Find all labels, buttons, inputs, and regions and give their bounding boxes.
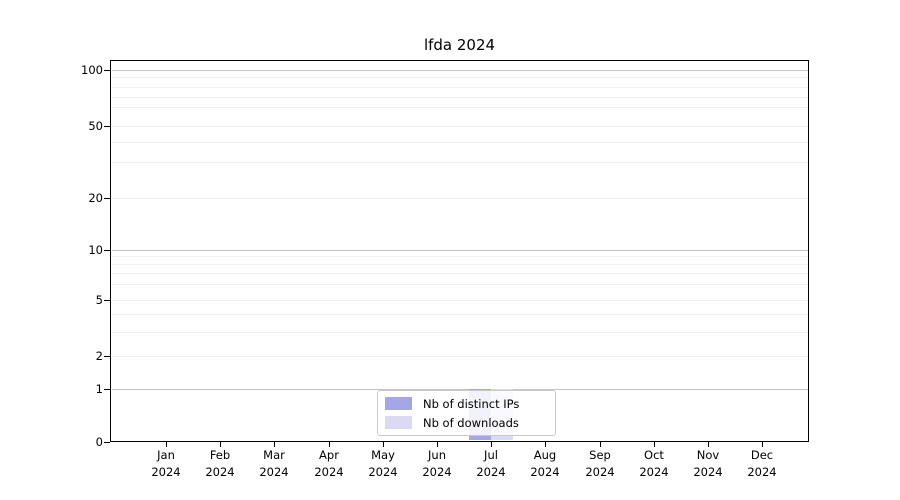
x-tick-label: Jun 2024: [409, 447, 465, 481]
x-tick-label: Feb 2024: [192, 447, 248, 481]
y-axis-tick: [104, 198, 110, 199]
legend-label: Nb of downloads: [423, 415, 519, 430]
minor-gridline: [111, 198, 808, 199]
x-tick-label-line: 2024: [314, 465, 344, 479]
x-tick-label-line: 2024: [747, 465, 777, 479]
legend: Nb of distinct IPs Nb of downloads: [377, 390, 556, 436]
y-axis-tick: [104, 70, 110, 71]
legend-swatch: [385, 416, 412, 429]
x-tick-label: Aug 2024: [517, 447, 573, 481]
minor-gridline: [111, 300, 808, 301]
x-tick-label-line: Aug: [533, 448, 557, 462]
x-axis-tick: [437, 442, 438, 447]
x-axis-tick: [220, 442, 221, 447]
major-gridline: [111, 389, 808, 390]
x-tick-label: Sep 2024: [572, 447, 628, 481]
x-axis-tick: [545, 442, 546, 447]
x-axis-tick: [708, 442, 709, 447]
minor-gridline: [111, 77, 808, 78]
minor-gridline: [111, 107, 808, 108]
legend-entry: Nb of distinct IPs: [385, 397, 548, 411]
major-gridline: [111, 70, 808, 71]
x-axis-tick: [166, 442, 167, 447]
legend-swatch: [385, 397, 412, 410]
y-tick-label: 50: [88, 119, 103, 133]
minor-gridline: [111, 284, 808, 285]
x-axis-tick: [762, 442, 763, 447]
x-tick-label-line: Jan: [157, 448, 175, 462]
y-axis-tick: [104, 250, 110, 251]
x-tick-label: Apr 2024: [301, 447, 357, 481]
x-tick-label-line: 2024: [530, 465, 560, 479]
minor-gridline: [111, 87, 808, 88]
x-tick-label-line: 2024: [639, 465, 669, 479]
y-tick-label: 10: [88, 243, 103, 257]
minor-gridline: [111, 142, 808, 143]
x-tick-label: Oct 2024: [626, 447, 682, 481]
x-axis-tick: [491, 442, 492, 447]
minor-gridline: [111, 273, 808, 274]
x-axis-tick: [274, 442, 275, 447]
minor-gridline: [111, 314, 808, 315]
minor-gridline: [111, 126, 808, 127]
minor-gridline: [111, 162, 808, 163]
y-tick-label: 0: [95, 435, 103, 449]
x-tick-label-line: Jun: [428, 448, 446, 462]
y-axis-tick: [104, 442, 110, 443]
legend-entry: Nb of downloads: [385, 416, 548, 430]
x-tick-label-line: Dec: [750, 448, 774, 462]
x-axis-tick: [600, 442, 601, 447]
x-axis-tick: [383, 442, 384, 447]
x-tick-label-line: Jul: [484, 448, 498, 462]
y-tick-label: 5: [95, 293, 103, 307]
x-tick-label-line: 2024: [585, 465, 615, 479]
x-tick-label: Jan 2024: [138, 447, 194, 481]
x-tick-label: Nov 2024: [680, 447, 736, 481]
legend-label: Nb of distinct IPs: [423, 396, 520, 411]
x-tick-label-line: 2024: [476, 465, 506, 479]
x-axis-tick: [654, 442, 655, 447]
x-axis-tick: [329, 442, 330, 447]
x-tick-label-line: May: [371, 448, 395, 462]
x-tick-label-line: Oct: [644, 448, 664, 462]
x-tick-label: Dec 2024: [734, 447, 790, 481]
x-tick-label-line: 2024: [151, 465, 181, 479]
major-gridline: [111, 250, 808, 251]
x-tick-label: May 2024: [355, 447, 411, 481]
y-axis-tick: [104, 356, 110, 357]
chart-title: lfda 2024: [423, 36, 496, 54]
x-tick-label-line: Nov: [696, 448, 720, 462]
y-tick-label: 1: [95, 382, 103, 396]
y-tick-label: 100: [81, 63, 103, 77]
x-tick-label-line: 2024: [205, 465, 235, 479]
y-axis-tick: [104, 300, 110, 301]
plot-area: [110, 60, 809, 442]
x-tick-label: Mar 2024: [246, 447, 302, 481]
minor-gridline: [111, 264, 808, 265]
x-tick-label: Jul 2024: [463, 447, 519, 481]
x-tick-label-line: 2024: [693, 465, 723, 479]
x-tick-label-line: Sep: [589, 448, 611, 462]
y-axis-tick: [104, 126, 110, 127]
minor-gridline: [111, 256, 808, 257]
minor-gridline: [111, 97, 808, 98]
minor-gridline: [111, 332, 808, 333]
x-tick-label-line: Feb: [209, 448, 231, 462]
x-tick-label-line: Apr: [319, 448, 339, 462]
x-tick-label-line: 2024: [422, 465, 452, 479]
y-axis-tick: [104, 389, 110, 390]
y-tick-label: 2: [95, 349, 103, 363]
minor-gridline: [111, 356, 808, 357]
x-tick-label-line: Mar: [263, 448, 285, 462]
x-tick-label-line: 2024: [259, 465, 289, 479]
y-tick-label: 20: [88, 191, 103, 205]
x-tick-label-line: 2024: [368, 465, 398, 479]
